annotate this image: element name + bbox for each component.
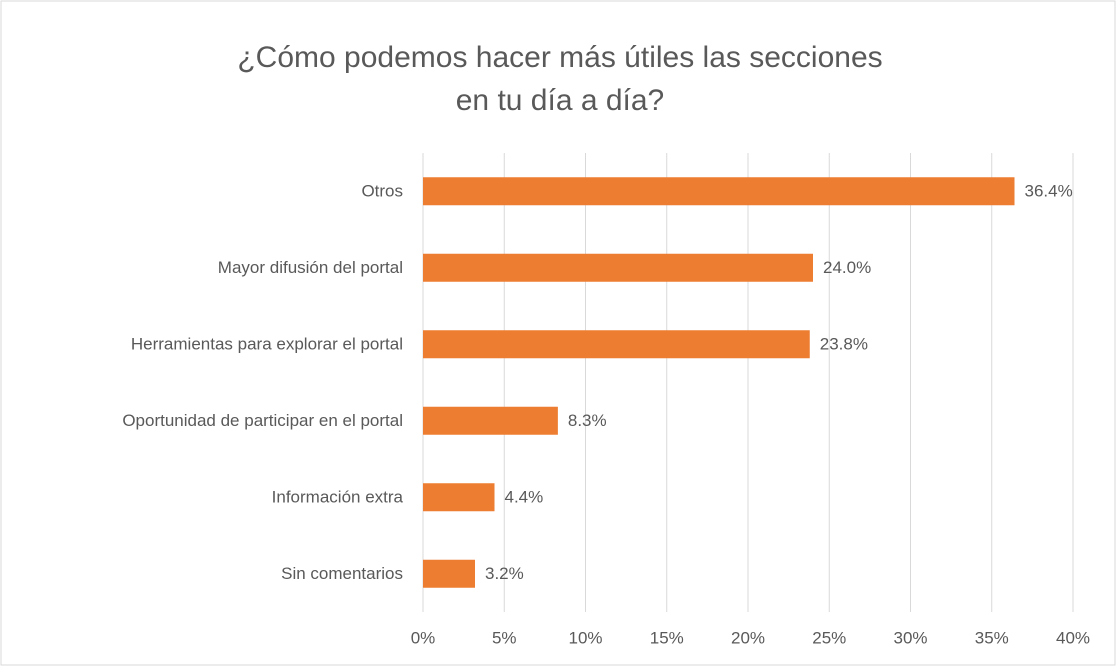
chart-title: ¿Cómo podemos hacer más útiles las secci… [237,41,883,117]
bar [423,253,813,282]
x-tick-label: 5% [492,628,517,647]
y-tick-label: Herramientas para explorar el portal [131,335,403,354]
y-tick-label: Información extra [272,488,404,507]
bar [423,406,558,435]
x-tick-label: 25% [812,628,846,647]
y-tick-label: Sin comentarios [281,564,403,583]
bar [423,559,475,588]
data-label: 23.8% [820,335,868,354]
x-tick-label: 0% [411,628,436,647]
bar [423,330,810,359]
bar [423,177,1015,206]
y-tick-label: Otros [361,182,403,201]
x-tick-label: 10% [568,628,602,647]
bar [423,483,495,512]
data-label: 4.4% [505,488,544,507]
x-tick-label: 30% [893,628,927,647]
data-label: 8.3% [568,411,607,430]
data-label: 36.4% [1025,182,1073,201]
x-tick-label: 40% [1056,628,1090,647]
x-tick-label: 20% [731,628,765,647]
x-tick-label: 35% [975,628,1009,647]
x-tick-label: 15% [650,628,684,647]
data-label: 3.2% [485,564,524,583]
y-tick-label: Mayor difusión del portal [218,258,403,277]
y-tick-label: Oportunidad de participar en el portal [122,411,403,430]
data-label: 24.0% [823,258,871,277]
